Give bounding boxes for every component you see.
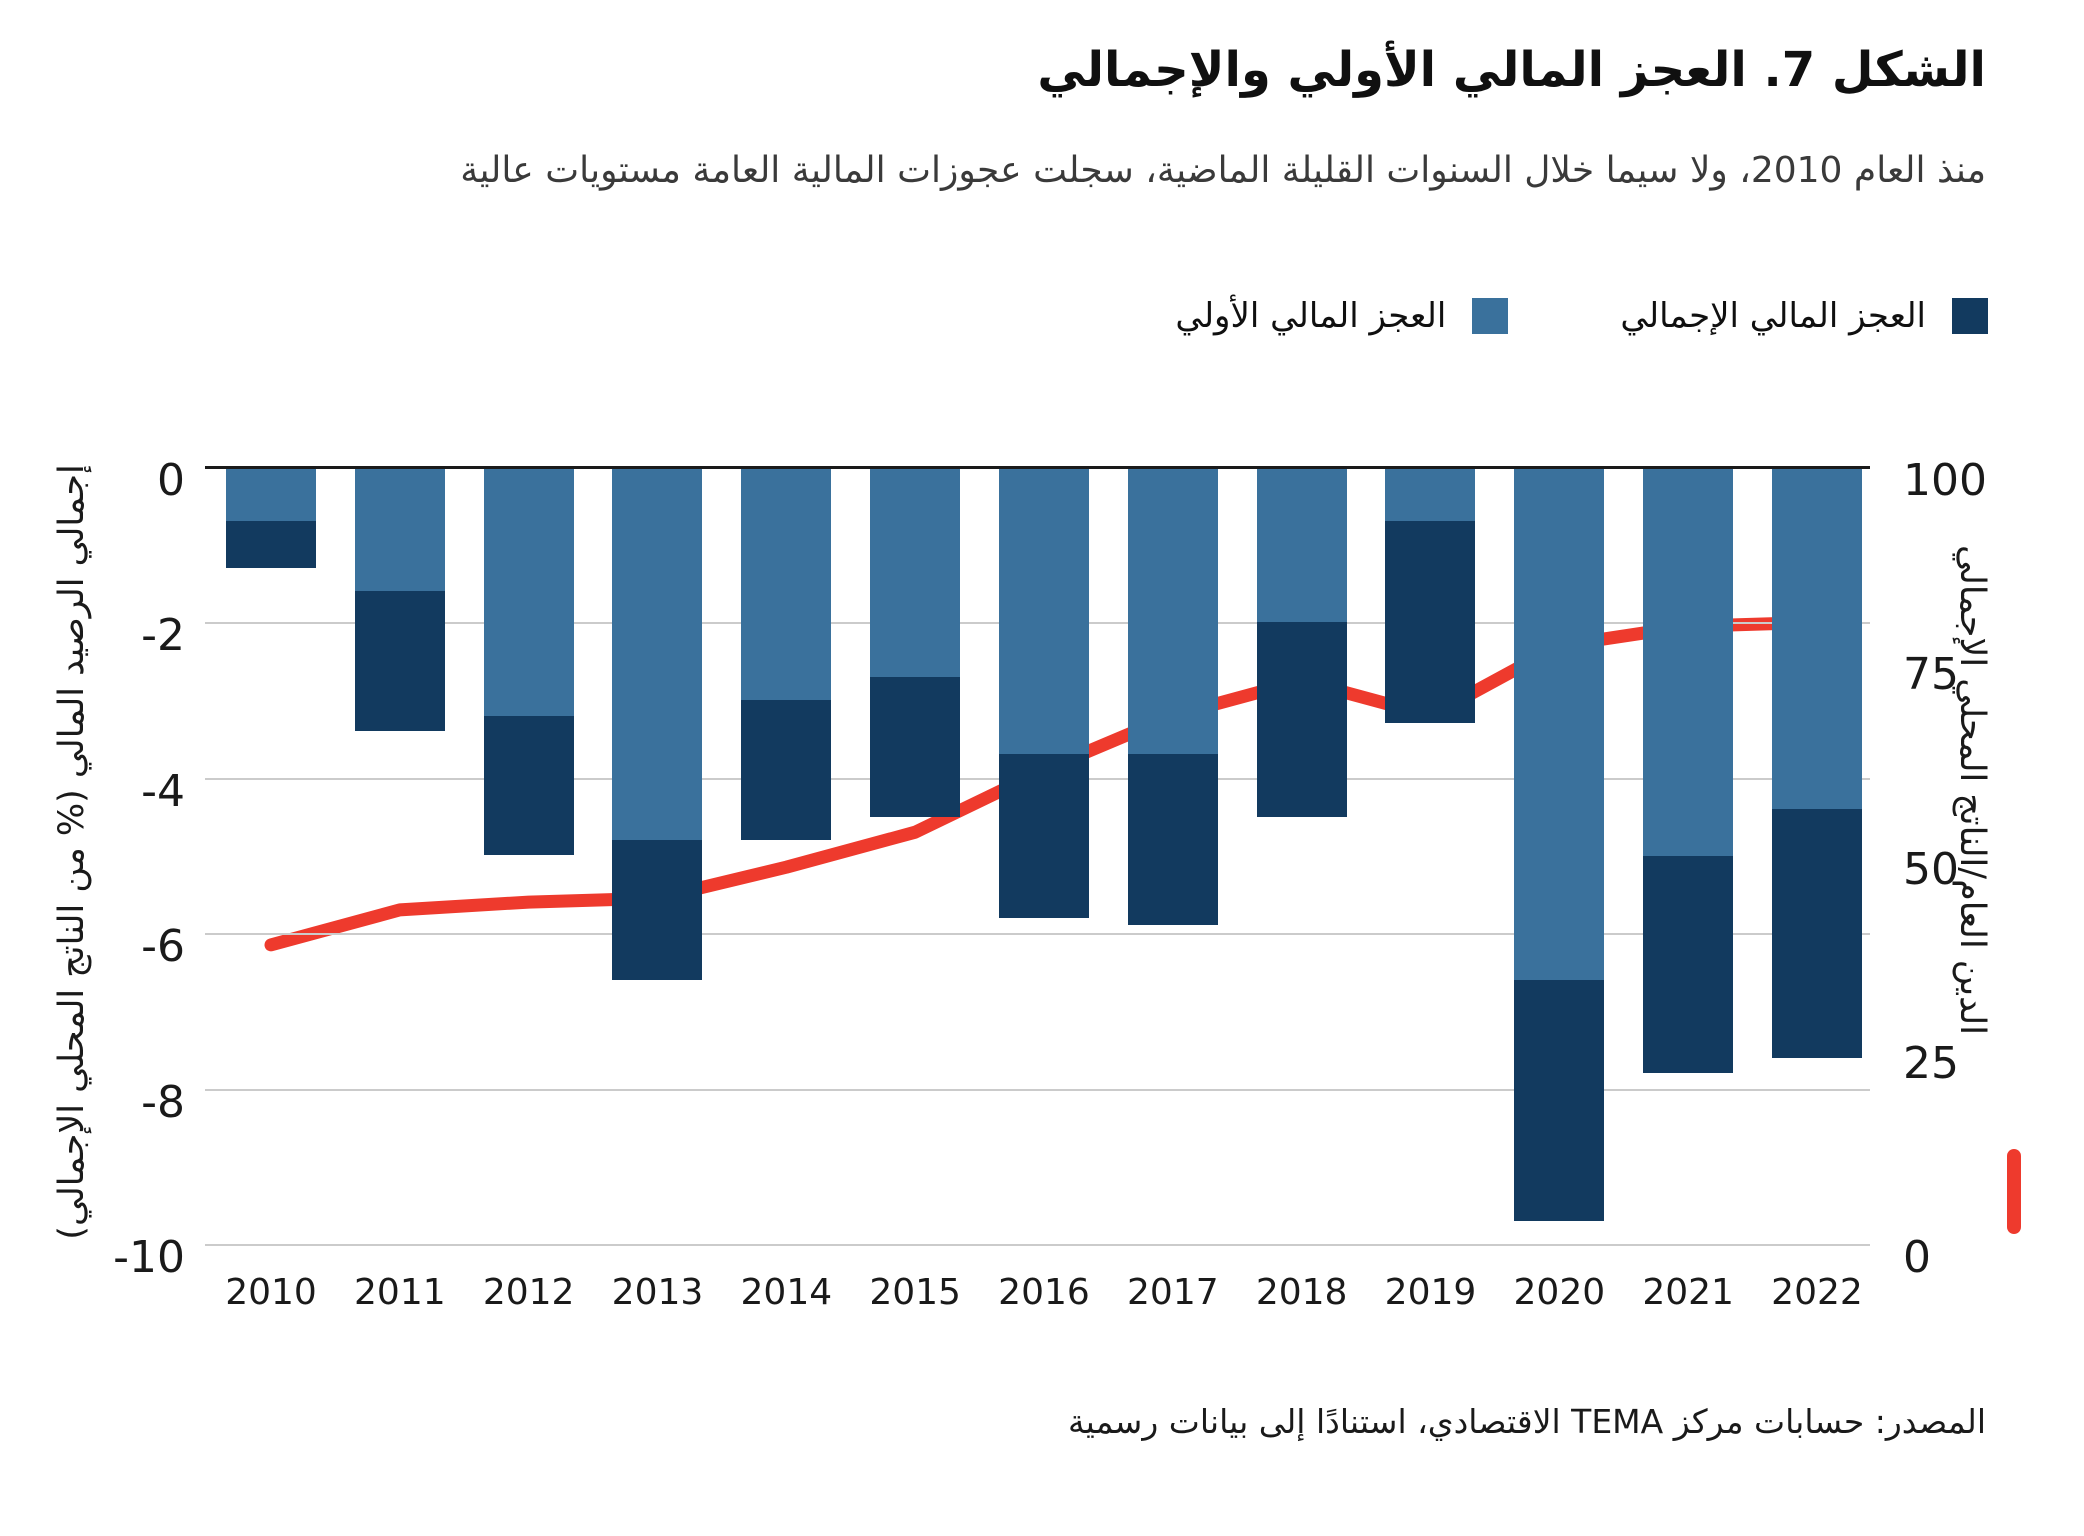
x-axis-label-2012: 2012 [482,1272,575,1313]
bar-overall-segment-2022 [1771,808,1862,1058]
x-axis-label-2016: 2016 [998,1272,1090,1313]
y-axis-left-tick--2: -2 [141,610,185,662]
x-axis-label-2011: 2011 [354,1272,446,1313]
bar-primary-segment-2013 [612,467,703,840]
y-axis-left-tick--4: -4 [141,765,185,817]
legend-item-overall-deficit: العجز المالي الإجمالي [1620,296,1988,336]
legend-item-primary-deficit: العجز المالي الأولي [1175,296,1509,336]
figure-title: الشكل 7. العجز المالي الأولي والإجمالي [1037,42,1986,98]
gridline--10 [205,1244,1870,1246]
bar-overall-segment-2015 [870,676,961,817]
y-axis-right-tick-50: 50 [1903,843,1959,895]
bar-primary-segment-2018 [1256,467,1347,623]
bar-primary-segment-2012 [483,467,574,716]
y-axis-right-tick-0: 0 [1903,1232,1931,1283]
y-axis-right-tick-75: 75 [1903,649,1959,701]
y-axis-left-tick--10: -10 [113,1232,185,1283]
bar-overall-segment-2014 [741,700,832,840]
source-note: المصدر: حسابات مركز TEMA الاقتصادي، استن… [1067,1402,1986,1441]
bar-primary-segment-2020 [1514,467,1605,980]
legend-swatch-primary-deficit [1472,298,1509,334]
bar-overall-segment-2011 [354,591,445,732]
x-axis-label-2021: 2021 [1642,1272,1734,1313]
y-axis-left-tick-0: 0 [157,455,185,506]
y-axis-left-tick--6: -6 [141,921,185,973]
bar-primary-segment-2022 [1771,467,1862,809]
bar-overall-segment-2021 [1643,855,1734,1074]
bar-primary-segment-2010 [226,467,316,522]
bar-overall-segment-2016 [998,754,1089,918]
bar-overall-segment-2010 [226,521,316,568]
bar-overall-segment-2020 [1514,979,1605,1221]
bar-primary-segment-2011 [354,467,445,592]
bar-primary-segment-2014 [741,467,832,701]
bar-primary-segment-2017 [1127,467,1218,755]
y-axis-right-tick-25: 25 [1903,1037,1959,1089]
bar-primary-segment-2021 [1643,467,1734,856]
bar-overall-segment-2018 [1256,622,1347,817]
x-axis-label-2015: 2015 [869,1272,961,1313]
bar-overall-segment-2013 [612,839,703,980]
gridline--8 [205,1088,1870,1091]
x-axis-label-2019: 2019 [1384,1272,1477,1313]
legend-swatch-overall-deficit [1952,298,1988,334]
y-axis-left-tick--8: -8 [141,1076,185,1128]
bar-overall-segment-2019 [1385,521,1476,724]
bar-overall-segment-2017 [1127,754,1218,926]
bar-primary-segment-2016 [998,467,1089,755]
debt-line-legend-mark [2007,1149,2021,1234]
x-axis-label-2013: 2013 [611,1272,704,1313]
x-axis-label-2014: 2014 [740,1272,833,1313]
x-axis-label-2017: 2017 [1127,1272,1219,1313]
legend-label-overall-deficit: العجز المالي الإجمالي [1620,296,1926,336]
x-axis-label-2020: 2020 [1513,1272,1606,1313]
x-axis-label-2022: 2022 [1771,1272,1863,1313]
gridline--6 [205,933,1870,936]
bar-primary-segment-2019 [1385,467,1476,522]
y-axis-right-tick-100: 100 [1903,455,1987,506]
zero-axis-line [205,466,1870,469]
figure-subtitle: منذ العام 2010، ولا سيما خلال السنوات ال… [460,150,1986,191]
legend: العجز المالي الإجمالي العجز المالي الأول… [1175,296,1988,336]
bar-primary-segment-2015 [870,467,961,677]
x-axis-label-2010: 2010 [225,1272,317,1313]
x-axis-label-2018: 2018 [1255,1272,1348,1313]
legend-label-primary-deficit: العجز المالي الأولي [1175,296,1447,336]
bar-overall-segment-2012 [483,715,574,856]
